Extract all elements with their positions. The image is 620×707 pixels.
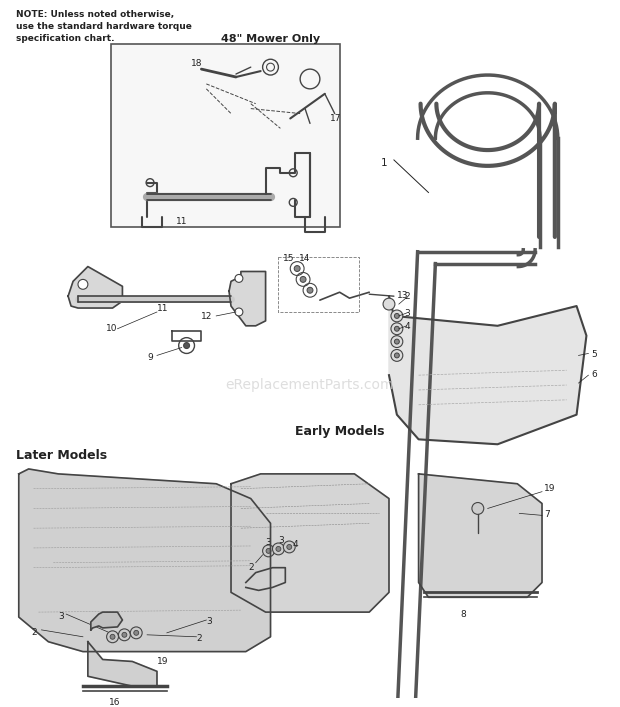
Text: 3: 3: [278, 536, 284, 545]
Text: 19: 19: [544, 484, 556, 493]
Circle shape: [300, 276, 306, 282]
Circle shape: [394, 339, 399, 344]
Polygon shape: [389, 296, 587, 444]
Polygon shape: [19, 469, 270, 652]
Text: 19: 19: [157, 657, 169, 665]
Text: 6: 6: [591, 370, 597, 379]
Text: 5: 5: [591, 351, 597, 359]
Circle shape: [391, 349, 403, 361]
Text: 7: 7: [544, 510, 550, 520]
Text: 9: 9: [147, 354, 153, 363]
Circle shape: [391, 323, 403, 334]
Circle shape: [184, 343, 190, 349]
Bar: [110, 45, 340, 227]
Text: 48" Mower Only: 48" Mower Only: [221, 33, 321, 44]
Circle shape: [272, 543, 285, 555]
Circle shape: [266, 549, 271, 554]
Circle shape: [287, 544, 292, 549]
Circle shape: [78, 279, 88, 289]
Circle shape: [472, 503, 484, 515]
Polygon shape: [229, 271, 265, 326]
Circle shape: [283, 541, 295, 553]
Text: 14: 14: [299, 254, 311, 263]
Text: 3: 3: [206, 617, 212, 626]
Circle shape: [130, 627, 142, 638]
Circle shape: [110, 634, 115, 639]
Text: 3: 3: [405, 309, 410, 318]
Text: 1: 1: [381, 158, 388, 168]
Text: 2: 2: [32, 628, 37, 637]
Circle shape: [134, 631, 139, 636]
Circle shape: [383, 298, 395, 310]
Circle shape: [394, 313, 399, 318]
Text: 15: 15: [283, 254, 295, 263]
Text: 10: 10: [105, 324, 117, 333]
Circle shape: [276, 547, 281, 551]
Text: 11: 11: [157, 304, 169, 313]
Circle shape: [307, 287, 313, 293]
Circle shape: [263, 545, 275, 557]
Text: 12: 12: [202, 312, 213, 321]
Circle shape: [394, 327, 399, 331]
Circle shape: [391, 336, 403, 348]
Text: Later Models: Later Models: [16, 449, 107, 462]
Circle shape: [394, 353, 399, 358]
Polygon shape: [418, 474, 542, 597]
Circle shape: [107, 631, 118, 643]
Circle shape: [118, 629, 130, 641]
Text: eReplacementParts.com: eReplacementParts.com: [226, 378, 394, 392]
Polygon shape: [68, 267, 122, 308]
Text: 16: 16: [108, 698, 120, 707]
Text: 2: 2: [405, 292, 410, 301]
Circle shape: [122, 632, 127, 637]
Text: 8: 8: [460, 610, 466, 619]
Text: Early Models: Early Models: [295, 424, 384, 438]
Text: use the standard hardware torque: use the standard hardware torque: [16, 22, 192, 30]
Polygon shape: [231, 474, 389, 612]
Text: 18: 18: [191, 59, 202, 69]
Text: 3: 3: [58, 612, 64, 621]
Text: 4: 4: [292, 540, 298, 549]
Polygon shape: [88, 642, 157, 686]
Circle shape: [294, 266, 300, 271]
Text: 4: 4: [405, 322, 410, 331]
Text: NOTE: Unless noted otherwise,: NOTE: Unless noted otherwise,: [16, 10, 174, 19]
Circle shape: [235, 274, 243, 282]
Polygon shape: [246, 568, 285, 590]
Text: 2: 2: [197, 634, 202, 643]
Polygon shape: [91, 612, 122, 630]
Text: 11: 11: [176, 217, 187, 226]
Circle shape: [391, 310, 403, 322]
Text: 2: 2: [249, 563, 254, 572]
Text: 17: 17: [330, 114, 341, 122]
Text: specification chart.: specification chart.: [16, 33, 114, 42]
Circle shape: [235, 308, 243, 316]
Text: 3: 3: [265, 538, 272, 547]
Text: 13: 13: [397, 291, 409, 300]
